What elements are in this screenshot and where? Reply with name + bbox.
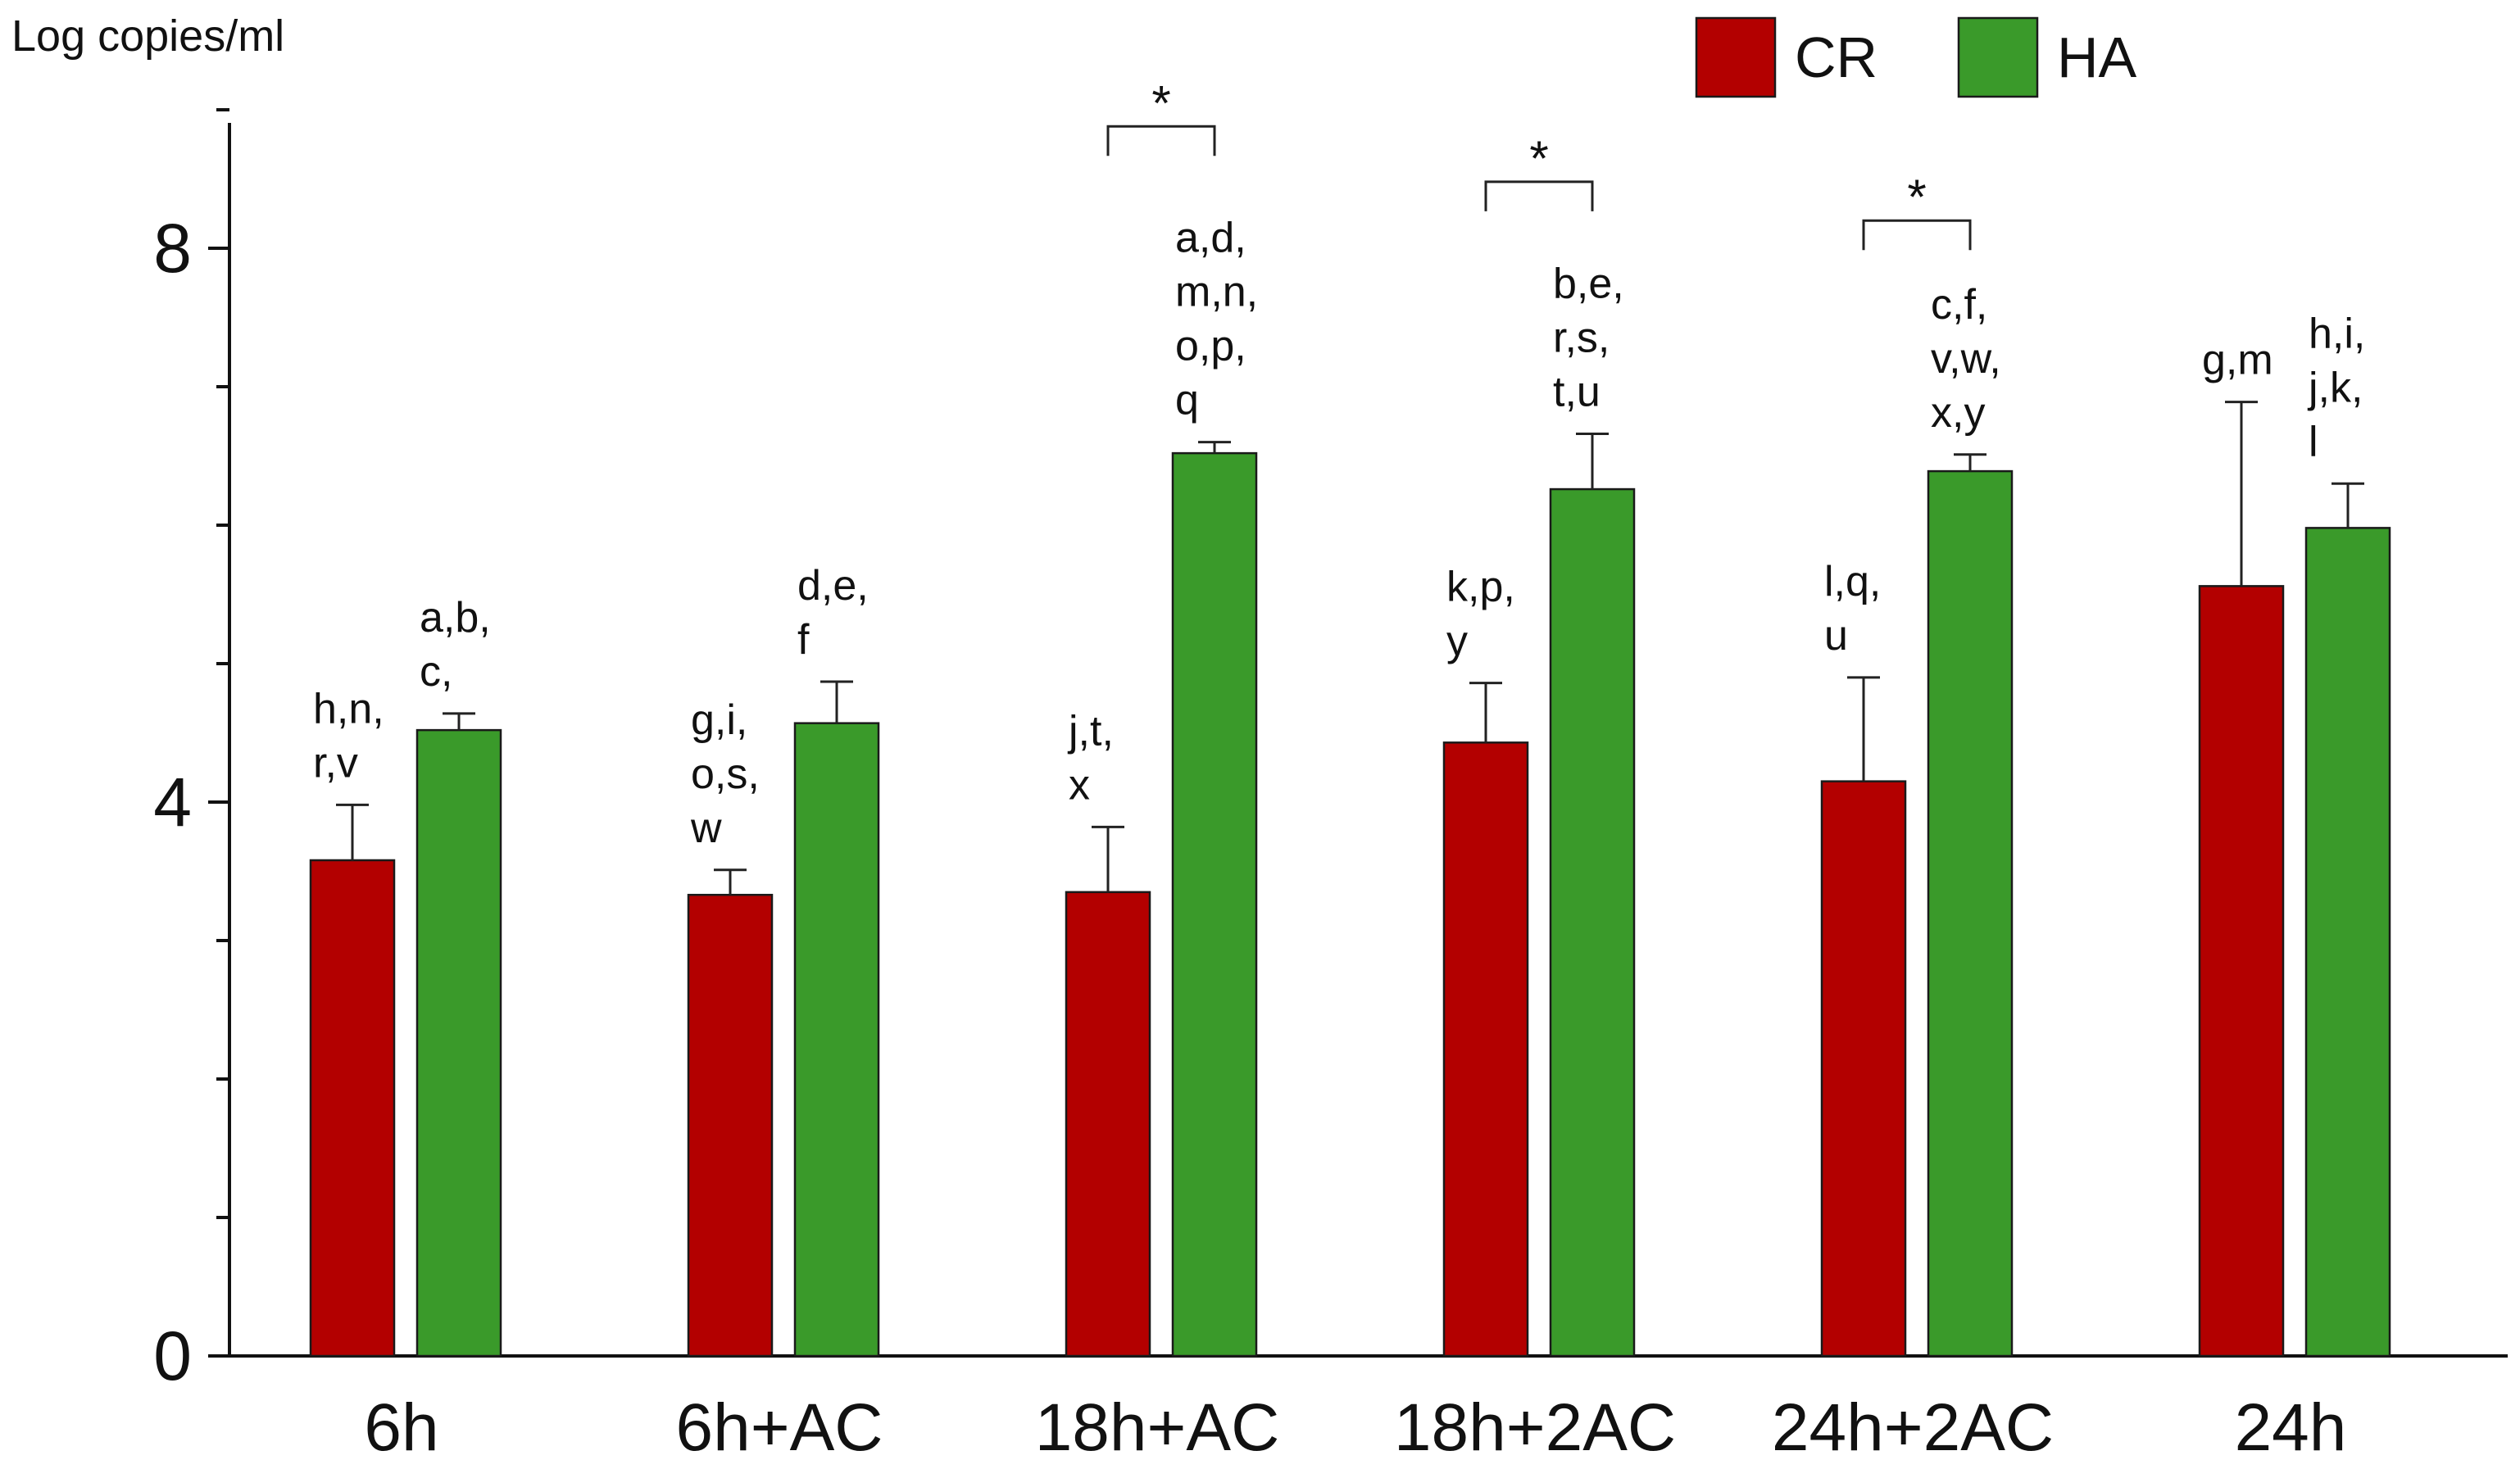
annotation-text: w <box>690 805 722 852</box>
x-tick-label: 24h+2AC <box>1772 1390 2054 1465</box>
bar-cr <box>1065 891 1151 1358</box>
annotation-text: j,k, <box>2307 364 2363 411</box>
significance-bracket <box>1862 219 1972 251</box>
significance-bracket <box>1484 180 1594 211</box>
annotation-text: v,w, <box>1931 335 2001 383</box>
annotation-text: a,b, <box>420 594 491 642</box>
annotation-text: x,y <box>1931 389 1985 437</box>
bar-ha <box>2304 527 2391 1358</box>
annotation-text: l,q, <box>1824 558 1881 605</box>
bar-ha <box>793 722 880 1358</box>
x-tick-label: 6h+AC <box>675 1390 883 1465</box>
annotation-text: c,f, <box>1931 281 1987 329</box>
bar-ha <box>415 728 502 1358</box>
annotation-text: l <box>2309 418 2318 465</box>
y-tick-label: 4 <box>153 764 192 841</box>
legend-label-ha: HA <box>2057 25 2137 89</box>
annotation-text: o,s, <box>691 750 760 798</box>
annotation-text: r,v <box>313 739 358 787</box>
x-tick-label: 18h+AC <box>1035 1390 1280 1465</box>
bar-ha <box>1549 487 1636 1358</box>
annotation-text: y <box>1446 618 1468 665</box>
annotation-text: g,m <box>2202 337 2273 384</box>
bar-ha <box>1927 469 2014 1358</box>
x-tick-label: 18h+2AC <box>1394 1390 1676 1465</box>
bar-cr <box>2198 585 2285 1358</box>
annotation-text: h,n, <box>313 685 384 732</box>
annotation-text: x <box>1069 761 1090 809</box>
bar-ha <box>1171 451 1258 1358</box>
annotation-text: m,n, <box>1175 269 1258 316</box>
significance-star: * <box>1907 170 1926 224</box>
annotation-text: b,e, <box>1553 260 1624 307</box>
annotation-text: j,t, <box>1067 707 1114 755</box>
annotation-text: r,s, <box>1553 314 1610 361</box>
annotation-text: f <box>797 616 810 664</box>
annotation-text: u <box>1824 612 1848 660</box>
legend: CR HA <box>1695 16 2137 98</box>
annotation-text: h,i, <box>2309 310 2365 357</box>
x-tick-label: 6h <box>364 1390 438 1465</box>
bar-cr <box>309 859 396 1358</box>
bars <box>309 401 2391 1358</box>
bar-cr <box>687 893 774 1358</box>
annotation-text: k,p, <box>1446 564 1515 611</box>
annotation-text: c, <box>420 648 452 696</box>
significance-bracket <box>1106 125 1216 156</box>
y-tick-label: 0 <box>153 1317 192 1394</box>
significance-brackets: * * * <box>1106 75 1972 251</box>
significance-star: * <box>1529 131 1548 186</box>
annotation-text: t,u <box>1553 368 1601 415</box>
y-axis-label: Log copies/ml <box>11 11 284 61</box>
annotation-text: a,d, <box>1175 215 1246 262</box>
legend-swatch-ha <box>1957 16 2039 98</box>
axes: 0 4 8 6h 6h+AC 18h+AC 18h+2AC 24h+2AC 24h <box>153 108 2508 1465</box>
annotation-text: q <box>1175 377 1199 424</box>
annotations: h,n, r,v a,b, c, g,i, o,s, w d,e, f j,t, x a,d, m,n,… <box>313 215 2365 852</box>
x-tick-label: 24h <box>2235 1390 2347 1465</box>
bar-cr <box>1820 780 1907 1358</box>
y-tick-label: 8 <box>153 210 192 287</box>
annotation-text: g,i, <box>691 696 747 744</box>
annotation-text: d,e, <box>797 562 869 610</box>
bar-cr <box>1442 741 1529 1358</box>
legend-label-cr: CR <box>1795 25 1878 89</box>
annotation-text: o,p, <box>1175 323 1246 370</box>
significance-star: * <box>1151 75 1170 130</box>
legend-swatch-cr <box>1695 16 1777 98</box>
